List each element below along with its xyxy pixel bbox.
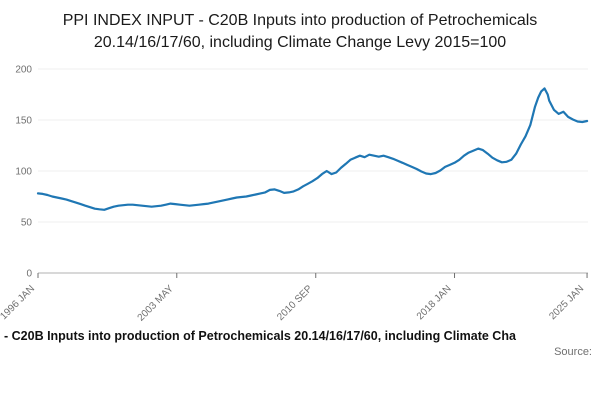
x-tick-label: 2018 JAN <box>415 284 454 323</box>
y-tick-label: 0 <box>26 269 32 280</box>
x-tick-label: 1996 JAN <box>0 284 37 323</box>
x-tick-label: 2010 SEP <box>275 283 315 323</box>
chart-title: PPI INDEX INPUT - C20B Inputs into produ… <box>62 12 538 51</box>
chart-area: 0 50 100 150 200 1996 JAN 2003 MAY 2010 SEP 2018… <box>0 55 600 327</box>
source-label: Source: <box>554 346 592 359</box>
y-tick-label: 100 <box>15 167 32 178</box>
y-tick-label: 150 <box>15 116 32 127</box>
y-tick-label: 200 <box>15 65 32 76</box>
line-chart: 0 50 100 150 200 1996 JAN 2003 MAY 2010 SEP 2018… <box>0 65 589 324</box>
y-tick-label: 50 <box>21 218 33 229</box>
x-tick-label: 2025 JAN <box>547 284 586 323</box>
series-line <box>36 87 589 212</box>
x-tick-label: 2003 MAY <box>136 283 177 324</box>
chart-legend: - C20B Inputs into production of Petroch… <box>4 329 516 344</box>
